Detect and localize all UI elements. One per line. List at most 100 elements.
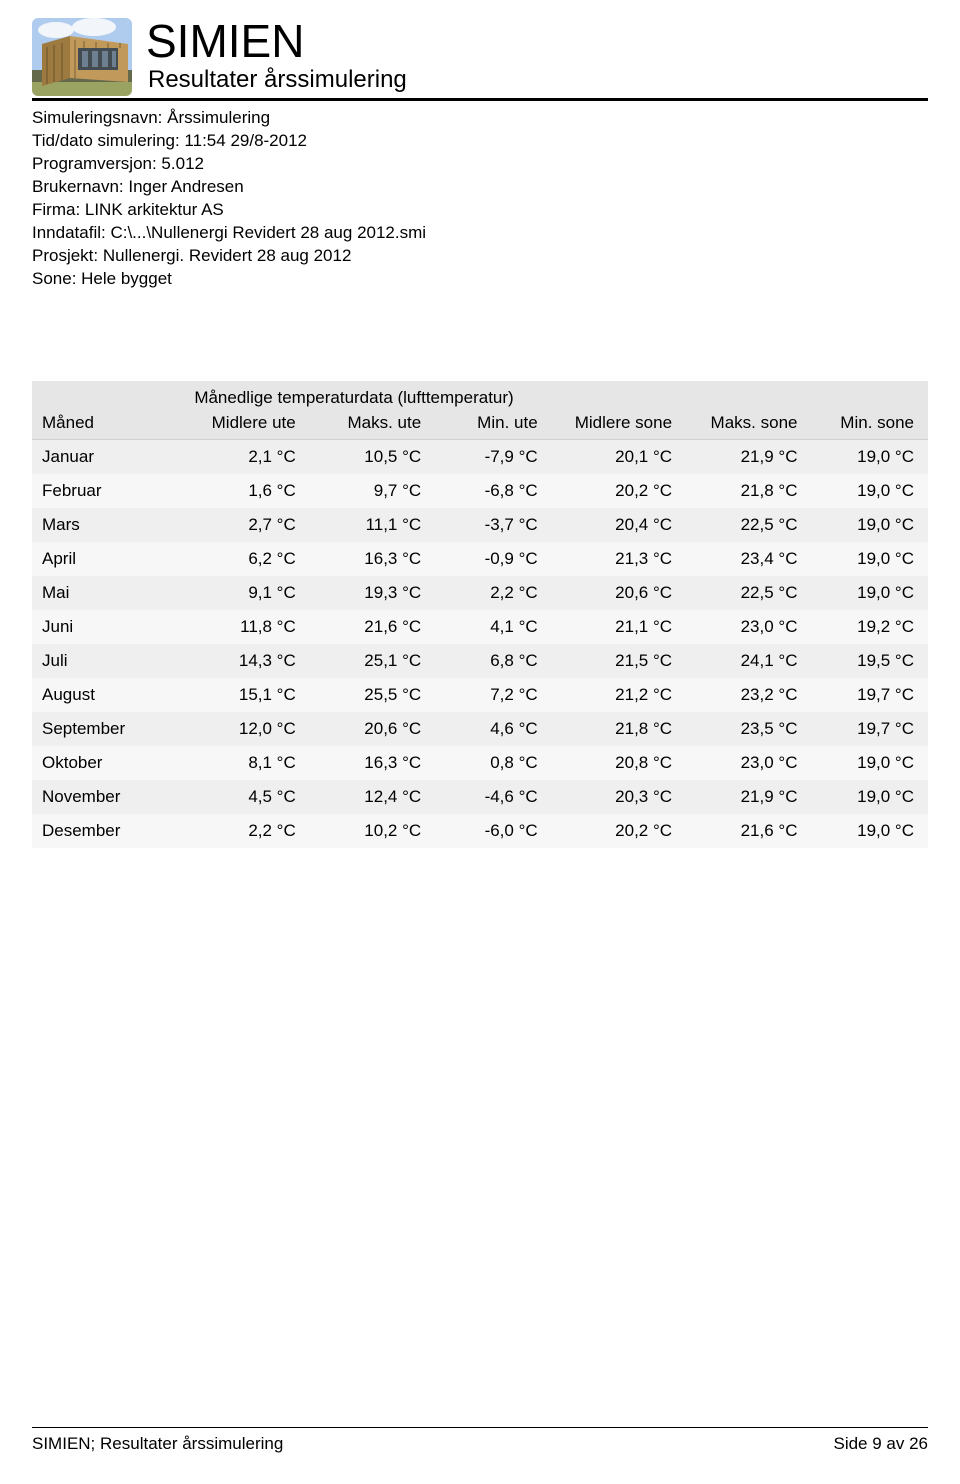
- table-cell-value: -3,7 °C: [435, 508, 551, 542]
- table-cell-value: 4,6 °C: [435, 712, 551, 746]
- table-cell-month: Oktober: [32, 746, 184, 780]
- table-cell-value: 22,5 °C: [686, 576, 811, 610]
- table-row: Juni11,8 °C21,6 °C4,1 °C21,1 °C23,0 °C19…: [32, 610, 928, 644]
- table-cell-value: 25,1 °C: [310, 644, 435, 678]
- temperature-table: Månedlige temperaturdata (lufttemperatur…: [32, 381, 928, 848]
- app-subtitle: Resultater årssimulering: [148, 66, 407, 94]
- table-cell-month: November: [32, 780, 184, 814]
- table-cell-value: 19,5 °C: [811, 644, 928, 678]
- table-cell-month: Mars: [32, 508, 184, 542]
- table-cell-month: Januar: [32, 439, 184, 474]
- table-cell-value: 6,2 °C: [184, 542, 309, 576]
- table-row: August15,1 °C25,5 °C7,2 °C21,2 °C23,2 °C…: [32, 678, 928, 712]
- table-cell-value: 21,1 °C: [552, 610, 686, 644]
- table-cell-month: August: [32, 678, 184, 712]
- table-column-header-row: MånedMidlere uteMaks. uteMin. uteMidlere…: [32, 411, 928, 440]
- table-cell-month: Juli: [32, 644, 184, 678]
- table-cell-value: 14,3 °C: [184, 644, 309, 678]
- table-cell-value: 19,0 °C: [811, 576, 928, 610]
- table-cell-value: 0,8 °C: [435, 746, 551, 780]
- table-column-header: Måned: [32, 411, 184, 440]
- table-cell-value: 8,1 °C: [184, 746, 309, 780]
- table-cell-value: 11,8 °C: [184, 610, 309, 644]
- table-cell-value: 20,2 °C: [552, 814, 686, 848]
- table-cell-month: April: [32, 542, 184, 576]
- table-cell-value: 20,1 °C: [552, 439, 686, 474]
- table-cell-value: 21,8 °C: [686, 474, 811, 508]
- footer-left: SIMIEN; Resultater årssimulering: [32, 1434, 283, 1454]
- table-cell-value: 4,1 °C: [435, 610, 551, 644]
- table-cell-value: 20,4 °C: [552, 508, 686, 542]
- table-cell-value: 25,5 °C: [310, 678, 435, 712]
- table-row: Januar2,1 °C10,5 °C-7,9 °C20,1 °C21,9 °C…: [32, 439, 928, 474]
- table-cell-value: 15,1 °C: [184, 678, 309, 712]
- table-cell-value: 20,6 °C: [310, 712, 435, 746]
- table-cell-value: 16,3 °C: [310, 542, 435, 576]
- table-cell-value: 23,5 °C: [686, 712, 811, 746]
- table-cell-value: 23,2 °C: [686, 678, 811, 712]
- meta-line: Tid/dato simulering: 11:54 29/8-2012: [32, 130, 928, 153]
- table-cell-value: 23,4 °C: [686, 542, 811, 576]
- table-cell-value: 9,1 °C: [184, 576, 309, 610]
- meta-line: Simuleringsnavn: Årssimulering: [32, 107, 928, 130]
- table-cell-value: 1,6 °C: [184, 474, 309, 508]
- temperature-table-wrap: Månedlige temperaturdata (lufttemperatur…: [32, 381, 928, 848]
- footer-right: Side 9 av 26: [833, 1434, 928, 1454]
- table-cell-value: 20,2 °C: [552, 474, 686, 508]
- table-cell-value: -6,0 °C: [435, 814, 551, 848]
- table-cell-value: 20,3 °C: [552, 780, 686, 814]
- meta-block: Simuleringsnavn: Årssimulering Tid/dato …: [32, 107, 928, 291]
- table-cell-value: 19,0 °C: [811, 542, 928, 576]
- table-cell-value: 23,0 °C: [686, 746, 811, 780]
- table-cell-value: 21,6 °C: [310, 610, 435, 644]
- table-cell-value: 21,2 °C: [552, 678, 686, 712]
- table-cell-month: Desember: [32, 814, 184, 848]
- table-cell-month: Mai: [32, 576, 184, 610]
- table-cell-value: 19,0 °C: [811, 439, 928, 474]
- table-cell-value: 19,2 °C: [811, 610, 928, 644]
- table-cell-month: Juni: [32, 610, 184, 644]
- table-cell-value: 24,1 °C: [686, 644, 811, 678]
- table-column-header: Min. ute: [435, 411, 551, 440]
- table-column-header: Midlere sone: [552, 411, 686, 440]
- table-row: Desember2,2 °C10,2 °C-6,0 °C20,2 °C21,6 …: [32, 814, 928, 848]
- meta-line: Sone: Hele bygget: [32, 268, 928, 291]
- table-column-header: Min. sone: [811, 411, 928, 440]
- page: SIMIEN Resultater årssimulering Simuleri…: [0, 0, 960, 1484]
- table-cell-month: September: [32, 712, 184, 746]
- table-cell-value: 19,3 °C: [310, 576, 435, 610]
- footer: SIMIEN; Resultater årssimulering Side 9 …: [32, 1427, 928, 1454]
- table-super-header-empty: [32, 381, 184, 411]
- table-column-header: Maks. ute: [310, 411, 435, 440]
- table-cell-value: 12,0 °C: [184, 712, 309, 746]
- table-cell-value: 10,5 °C: [310, 439, 435, 474]
- table-cell-value: 21,8 °C: [552, 712, 686, 746]
- table-cell-value: -6,8 °C: [435, 474, 551, 508]
- table-cell-value: 19,0 °C: [811, 746, 928, 780]
- meta-line: Brukernavn: Inger Andresen: [32, 176, 928, 199]
- table-cell-value: 16,3 °C: [310, 746, 435, 780]
- table-column-header: Midlere ute: [184, 411, 309, 440]
- building-image: [32, 18, 132, 96]
- meta-line: Prosjekt: Nullenergi. Revidert 28 aug 20…: [32, 245, 928, 268]
- table-cell-value: 21,6 °C: [686, 814, 811, 848]
- table-cell-value: 12,4 °C: [310, 780, 435, 814]
- table-cell-value: 6,8 °C: [435, 644, 551, 678]
- table-cell-value: 9,7 °C: [310, 474, 435, 508]
- table-cell-value: 21,9 °C: [686, 780, 811, 814]
- table-row: Mars2,7 °C11,1 °C-3,7 °C20,4 °C22,5 °C19…: [32, 508, 928, 542]
- table-cell-value: 2,2 °C: [435, 576, 551, 610]
- table-cell-value: 21,5 °C: [552, 644, 686, 678]
- table-cell-value: 4,5 °C: [184, 780, 309, 814]
- table-cell-value: 19,0 °C: [811, 780, 928, 814]
- table-row: November4,5 °C12,4 °C-4,6 °C20,3 °C21,9 …: [32, 780, 928, 814]
- app-title: SIMIEN: [146, 18, 407, 64]
- table-row: September12,0 °C20,6 °C4,6 °C21,8 °C23,5…: [32, 712, 928, 746]
- table-row: Mai9,1 °C19,3 °C2,2 °C20,6 °C22,5 °C19,0…: [32, 576, 928, 610]
- table-row: Februar1,6 °C9,7 °C-6,8 °C20,2 °C21,8 °C…: [32, 474, 928, 508]
- table-cell-value: -7,9 °C: [435, 439, 551, 474]
- building-svg: [32, 18, 132, 96]
- table-row: April6,2 °C16,3 °C-0,9 °C21,3 °C23,4 °C1…: [32, 542, 928, 576]
- meta-line: Programversjon: 5.012: [32, 153, 928, 176]
- table-row: Juli14,3 °C25,1 °C6,8 °C21,5 °C24,1 °C19…: [32, 644, 928, 678]
